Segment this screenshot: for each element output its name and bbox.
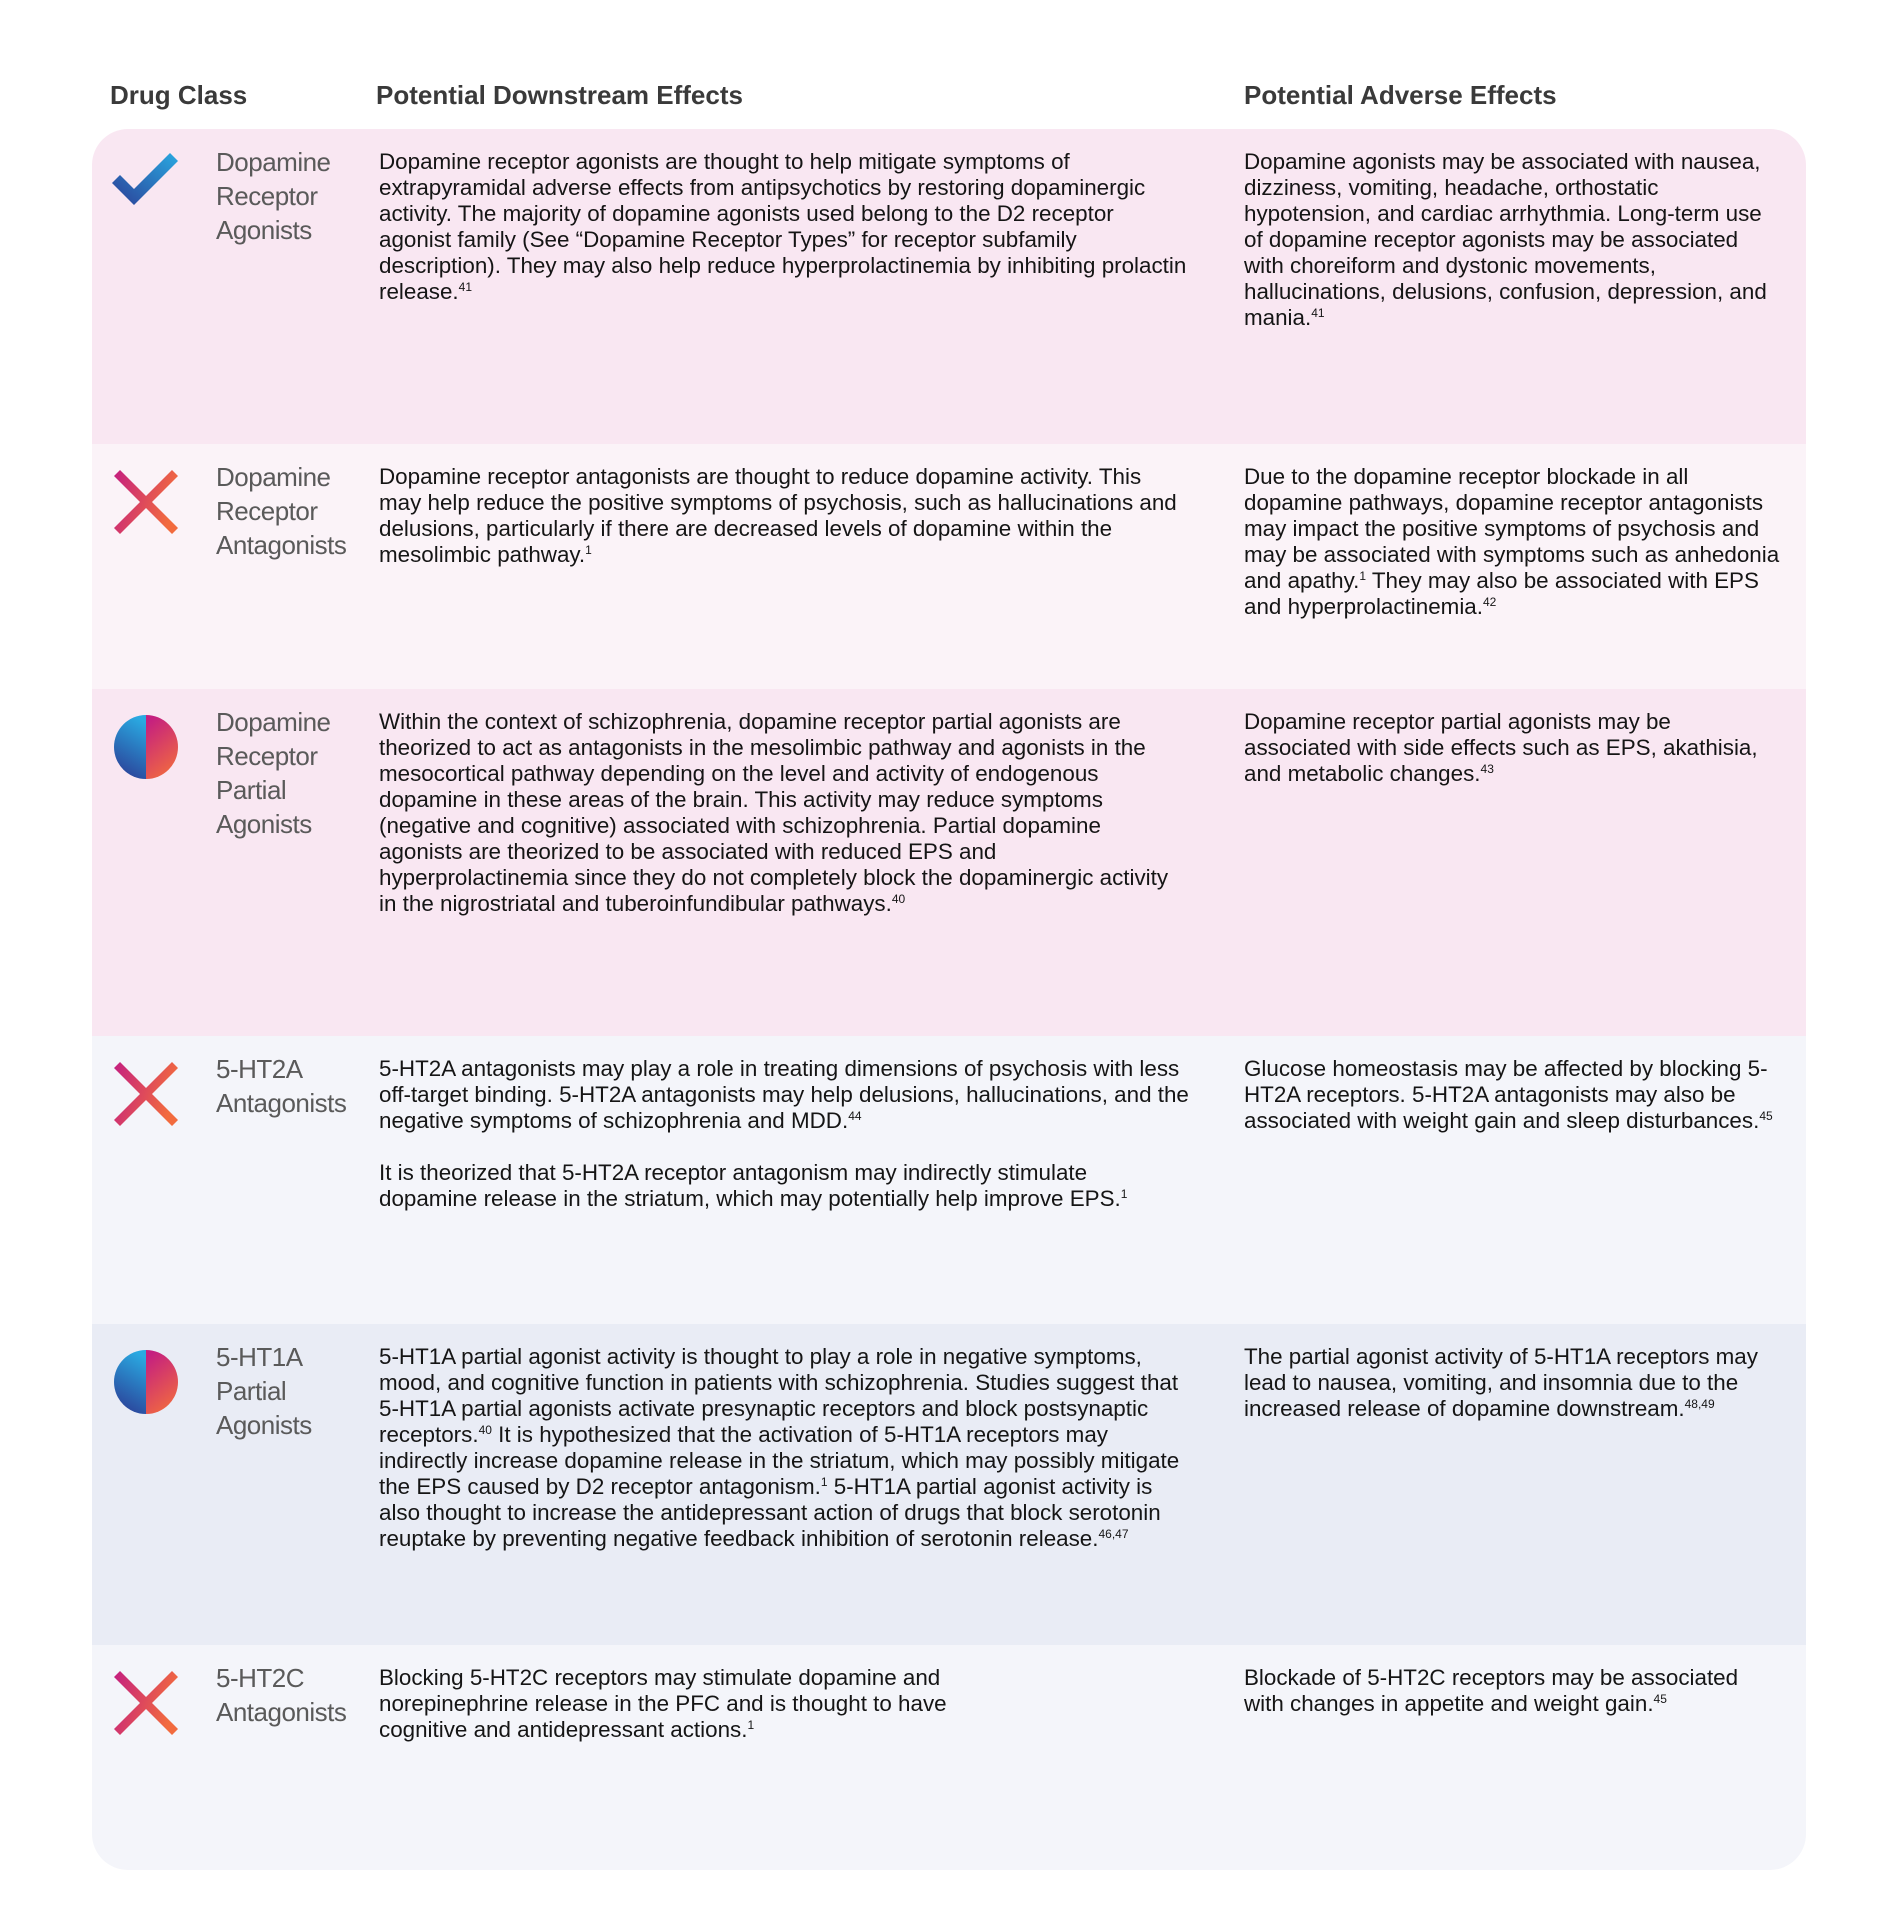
drug-class-name-line: Agonists [216,809,312,839]
drug-class-name-line: 5-HT1A [216,1342,303,1372]
adverse-effects: Glucose homeostasis may be affected by b… [1244,1056,1784,1160]
citation: 40 [478,1423,492,1437]
downstream-effects: 5-HT2A antagonists may play a role in tr… [379,1056,1189,1238]
drug-class-name: Dopamine Receptor Antagonists [216,460,347,562]
table-row: Dopamine Receptor Partial Agonists Within th… [92,689,1806,1036]
paragraph: The partial agonist activity of 5-HT1A r… [1244,1344,1784,1422]
downstream-effects: Dopamine receptor agonists are thought t… [379,149,1189,331]
adverse-effects: The partial agonist activity of 5-HT1A r… [1244,1344,1784,1448]
citation: 1 [820,1475,828,1489]
text: Glucose homeostasis may be affected by b… [1244,1056,1768,1133]
downstream-effects: Blocking 5-HT2C receptors may stimulate … [379,1665,979,1769]
citation: 1 [1120,1187,1128,1201]
adverse-effects: Dopamine agonists may be associated with… [1244,149,1784,357]
text: 5-HT1A partial agonist activity is also … [379,1474,1161,1551]
citation: 48,49 [1684,1397,1715,1411]
table-row: 5-HT2C Antagonists Blocking 5-HT2C recepto… [92,1645,1806,1870]
text: Blocking 5-HT2C receptors may stimulate … [379,1665,947,1742]
paragraph: 5-HT1A partial agonist activity is thoug… [379,1344,1189,1552]
table-row: Dopamine Receptor Antagonists Dopamine rece… [92,444,1806,689]
downstream-effects: 5-HT1A partial agonist activity is thoug… [379,1344,1189,1578]
drug-class-name-line: Antagonists [216,530,347,560]
drug-class-name-line: 5-HT2C [216,1663,305,1693]
text: Dopamine receptor antagonists are though… [379,464,1177,567]
drug-class-name: 5-HT1A Partial Agonists [216,1340,312,1442]
text: Dopamine receptor agonists are thought t… [379,149,1187,304]
citation: 41 [458,280,473,294]
paragraph: Glucose homeostasis may be affected by b… [1244,1056,1784,1134]
drug-class-name-line: Agonists [216,215,312,245]
text: Within the context of schizophrenia, dop… [379,709,1169,916]
table-row: 5-HT1A Partial Agonists 5-HT1A partial agon… [92,1324,1806,1645]
text: Dopamine receptor partial agonists may b… [1244,709,1758,786]
header-downstream-effects: Potential Downstream Effects [376,80,743,110]
drug-class-name-line: Partial [216,775,287,805]
table-row: Dopamine Receptor Agonists Dopamine recepto… [92,129,1806,444]
citation: 45 [1653,1692,1667,1706]
table-row: 5-HT2A Antagonists 5-HT2A antagonists may … [92,1036,1806,1324]
citation: 41 [1311,306,1325,320]
adverse-effects: Due to the dopamine receptor blockade in… [1244,464,1784,646]
drug-class-name: 5-HT2C Antagonists [216,1661,347,1729]
text: They may also be associated with EPS and… [1244,568,1759,619]
half-circle-icon [110,711,182,783]
text: It is theorized that 5-HT2A receptor ant… [379,1160,1121,1211]
drug-class-name: 5-HT2A Antagonists [216,1052,347,1120]
paragraph: Dopamine receptor partial agonists may b… [1244,709,1784,787]
downstream-effects: Within the context of schizophrenia, dop… [379,709,1189,943]
header-drug-class: Drug Class [110,80,248,110]
citation: 42 [1482,595,1497,609]
paragraph: Within the context of schizophrenia, dop… [379,709,1189,917]
drug-class-name: Dopamine Receptor Agonists [216,145,331,247]
adverse-effects: Blockade of 5-HT2C receptors may be asso… [1244,1665,1784,1743]
half-circle-icon [110,1346,182,1418]
drug-class-name-line: Antagonists [216,1697,347,1727]
drug-class-name-line: Antagonists [216,1088,347,1118]
check-icon [110,149,182,221]
citation: 40 [891,892,906,906]
header-adverse-effects: Potential Adverse Effects [1244,80,1557,110]
text: Dopamine agonists may be associated with… [1244,149,1767,330]
drug-class-name-line: Receptor [216,496,318,526]
citation: 44 [848,1109,862,1123]
paragraph: Dopamine receptor agonists are thought t… [379,149,1189,305]
x-icon [110,1667,182,1739]
citation: 1 [1359,569,1367,583]
text: The partial agonist activity of 5-HT1A r… [1244,1344,1758,1421]
citation: 1 [747,1718,755,1732]
citation: 1 [585,543,592,557]
text: 5-HT2A antagonists may play a role in tr… [379,1056,1189,1133]
text: Due to the dopamine receptor blockade in… [1244,464,1780,593]
paragraph: It is theorized that 5-HT2A receptor ant… [379,1160,1189,1212]
paragraph: Dopamine receptor antagonists are though… [379,464,1189,568]
x-icon [110,466,182,538]
paragraph: Dopamine agonists may be associated with… [1244,149,1784,331]
drug-class-table: Dopamine Receptor Agonists Dopamine recepto… [92,129,1806,1870]
drug-class-name-line: Agonists [216,1410,312,1440]
drug-class-name-line: Dopamine [216,462,331,492]
text: Blockade of 5-HT2C receptors may be asso… [1244,1665,1739,1716]
paragraph: Blocking 5-HT2C receptors may stimulate … [379,1665,979,1743]
drug-class-name-line: 5-HT2A [216,1054,303,1084]
citation: 43 [1480,762,1494,776]
adverse-effects: Dopamine receptor partial agonists may b… [1244,709,1784,813]
drug-class-name-line: Receptor [216,181,318,211]
downstream-effects: Dopamine receptor antagonists are though… [379,464,1189,594]
x-icon [110,1058,182,1130]
text: 5-HT1A partial agonist activity is thoug… [379,1344,1179,1447]
drug-class-name: Dopamine Receptor Partial Agonists [216,705,331,841]
citation: 45 [1759,1109,1773,1123]
drug-class-name-line: Dopamine [216,707,331,737]
citation: 46,47 [1098,1527,1129,1541]
paragraph: Due to the dopamine receptor blockade in… [1244,464,1784,620]
drug-class-name-line: Dopamine [216,147,331,177]
drug-class-name-line: Partial [216,1376,287,1406]
paragraph: Blockade of 5-HT2C receptors may be asso… [1244,1665,1784,1717]
drug-class-name-line: Receptor [216,741,318,771]
paragraph: 5-HT2A antagonists may play a role in tr… [379,1056,1189,1134]
text: It is hypothesized that the activation o… [379,1422,1180,1499]
